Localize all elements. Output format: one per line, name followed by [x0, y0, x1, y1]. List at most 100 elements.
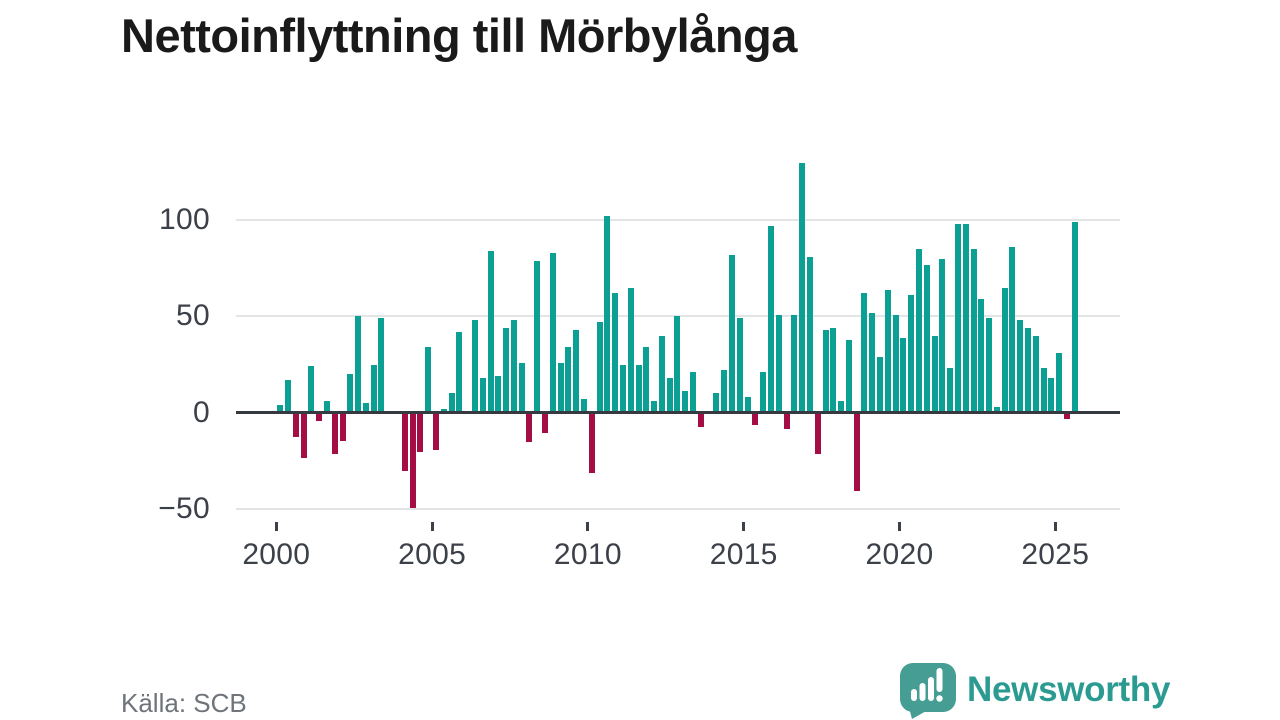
- y-axis-tick-label: −50: [158, 491, 210, 525]
- bar-2003-Q1: [370, 364, 377, 413]
- bar-2024-Q1: [1025, 327, 1032, 413]
- bar-2010-Q2: [596, 322, 603, 413]
- x-axis-tick-label: 2025: [1021, 538, 1090, 571]
- bar-2020-Q4: [923, 264, 930, 413]
- bar-2006-Q4: [487, 251, 494, 413]
- bar-2000-Q3: [292, 413, 299, 437]
- bar-2008-Q4: [549, 252, 556, 413]
- y-axis-tick-label: 0: [193, 395, 210, 429]
- bar-2004-Q2: [409, 413, 416, 508]
- bar-2008-Q3: [542, 413, 549, 433]
- bar-2012-Q1: [651, 401, 658, 413]
- x-axis-tick-label: 2005: [398, 538, 467, 571]
- bar-2011-Q4: [643, 347, 650, 413]
- y-axis-tick-label: 100: [159, 203, 210, 237]
- bar-2019-Q2: [877, 356, 884, 413]
- newsworthy-icon: [900, 663, 956, 719]
- bar-2010-Q1: [588, 413, 595, 474]
- bar-2023-Q1: [993, 406, 1000, 413]
- bar-2005-Q3: [448, 393, 455, 413]
- bar-2013-Q2: [690, 372, 697, 413]
- chart-title: Nettoinflyttning till Mörbylånga: [121, 9, 797, 62]
- x-axis-tick-label: 2000: [242, 538, 311, 571]
- bar-2008-Q1: [526, 413, 533, 443]
- bar-2001-Q1: [308, 366, 315, 413]
- bar-2023-Q4: [1017, 320, 1024, 413]
- bar-2009-Q3: [573, 329, 580, 413]
- y-axis-tick-label: 50: [176, 299, 210, 333]
- bar-2025-Q1: [1056, 352, 1063, 413]
- bar-2014-Q1: [713, 393, 720, 413]
- bar-2015-Q2: [752, 413, 759, 426]
- bar-2000-Q1: [277, 404, 284, 413]
- bar-2015-Q3: [760, 372, 767, 413]
- bar-2019-Q4: [892, 314, 899, 413]
- bar-2018-Q4: [861, 293, 868, 413]
- bar-2005-Q4: [456, 331, 463, 413]
- bar-2000-Q2: [284, 379, 291, 413]
- bar-2022-Q1: [962, 224, 969, 413]
- bar-2013-Q3: [697, 413, 704, 428]
- x-axis-tick-label: 2010: [553, 538, 622, 571]
- bar-2009-Q4: [581, 399, 587, 413]
- bar-2019-Q3: [884, 289, 891, 413]
- bar-2011-Q2: [627, 287, 634, 413]
- bar-2013-Q1: [682, 391, 689, 413]
- bar-2002-Q1: [339, 413, 346, 441]
- bar-2021-Q4: [954, 224, 961, 413]
- bar-2017-Q4: [830, 327, 837, 413]
- x-axis-tick-2020: [898, 522, 901, 531]
- bar-2020-Q2: [908, 295, 915, 413]
- bar-2009-Q1: [557, 362, 564, 413]
- bar-2023-Q3: [1009, 247, 1016, 413]
- bar-2001-Q4: [331, 413, 338, 454]
- bar-2010-Q4: [612, 293, 619, 413]
- bar-2016-Q2: [783, 413, 790, 429]
- bar-2008-Q2: [534, 260, 541, 413]
- grid-line-y-100: [236, 219, 1120, 222]
- bar-2004-Q3: [417, 413, 424, 453]
- bar-2024-Q2: [1032, 335, 1039, 413]
- bar-2011-Q3: [635, 364, 642, 413]
- bar-2007-Q4: [518, 362, 525, 413]
- x-axis-zero-line: [236, 411, 1120, 415]
- bar-2016-Q1: [775, 314, 782, 413]
- bar-2020-Q1: [900, 337, 907, 413]
- bar-2018-Q1: [838, 401, 845, 413]
- x-axis-tick-2025: [1053, 522, 1057, 531]
- bar-2007-Q1: [495, 376, 502, 413]
- x-axis-tick-2015: [742, 522, 746, 531]
- bar-2016-Q4: [799, 162, 806, 413]
- bar-2024-Q3: [1040, 368, 1047, 413]
- bar-2000-Q4: [300, 413, 307, 458]
- bar-2005-Q2: [440, 408, 447, 413]
- bar-2015-Q4: [767, 226, 774, 413]
- bar-2005-Q1: [433, 413, 439, 451]
- bar-2015-Q1: [744, 397, 751, 413]
- bar-2014-Q3: [729, 254, 736, 413]
- bar-2023-Q2: [1001, 287, 1008, 413]
- bar-2014-Q4: [736, 318, 743, 413]
- x-axis-tick-label: 2020: [865, 538, 934, 571]
- newsworthy-wordmark: Newsworthy: [967, 670, 1171, 709]
- bar-2004-Q1: [401, 413, 408, 472]
- bar-2017-Q1: [806, 256, 813, 413]
- grid-line-y--50: [236, 507, 1120, 510]
- bar-2012-Q3: [666, 377, 673, 413]
- bar-2001-Q3: [323, 401, 330, 413]
- bar-2002-Q3: [355, 316, 362, 413]
- bar-2021-Q3: [947, 368, 954, 413]
- bar-2016-Q3: [791, 314, 798, 413]
- bar-2025-Q2: [1063, 413, 1070, 420]
- bar-2014-Q2: [721, 370, 728, 413]
- bar-2012-Q2: [658, 335, 665, 413]
- bar-2022-Q3: [978, 299, 985, 413]
- bar-2021-Q2: [939, 258, 946, 413]
- bar-2007-Q3: [510, 320, 517, 413]
- bar-2001-Q2: [316, 413, 323, 422]
- bar-2020-Q3: [915, 249, 922, 413]
- x-axis-tick-2000: [274, 522, 278, 531]
- bar-2006-Q2: [471, 320, 478, 413]
- bar-2018-Q2: [845, 339, 852, 413]
- bar-2024-Q4: [1048, 377, 1055, 413]
